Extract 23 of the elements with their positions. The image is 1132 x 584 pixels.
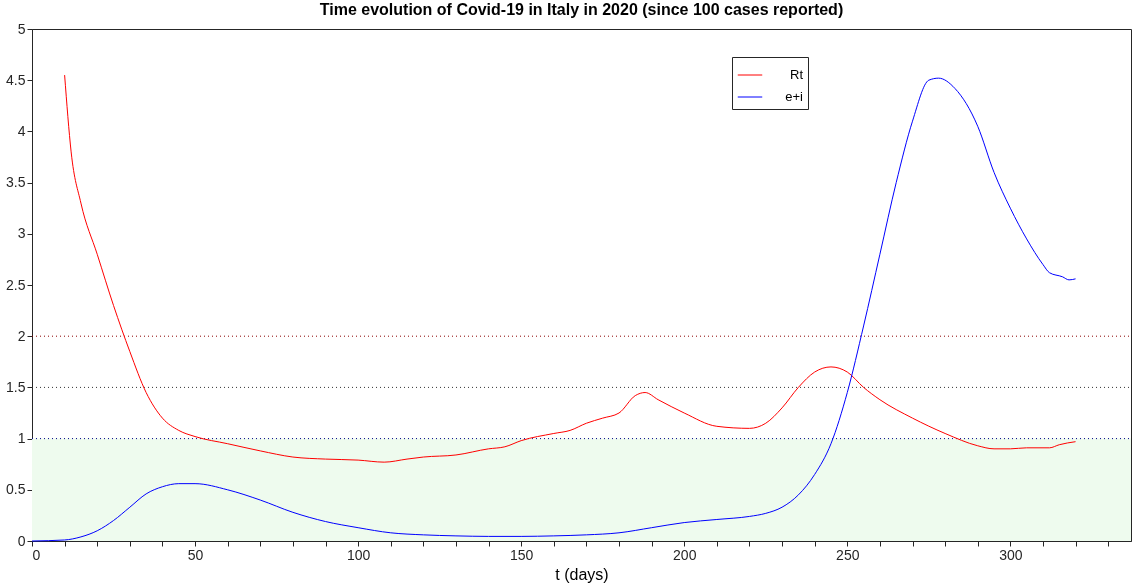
line-series bbox=[31, 77, 1077, 542]
chart-title: Time evolution of Covid-19 in Italy in 2020 (since 100 cases reported) bbox=[319, 1, 844, 18]
x-tick-label: 150 bbox=[509, 546, 534, 563]
y-tick-label: 2.5 bbox=[6, 276, 26, 293]
y-tick-label: 4 bbox=[17, 122, 26, 139]
y-tick-label: 2 bbox=[17, 327, 26, 344]
legend-label: e+i bbox=[785, 89, 804, 104]
x-tick-label: 200 bbox=[673, 546, 697, 563]
x-tick-label: 50 bbox=[187, 546, 204, 563]
x-tick-label: 0 bbox=[32, 546, 41, 563]
x-axis-title: t (days) bbox=[555, 565, 609, 583]
y-tick-label: 4.5 bbox=[6, 71, 26, 88]
y-tick-label: 1 bbox=[17, 430, 26, 447]
y-tick-label: 3.5 bbox=[6, 174, 26, 191]
x-tick-label: 300 bbox=[999, 546, 1023, 563]
y-tick-label: 5 bbox=[17, 20, 26, 37]
y-tick-label: 1.5 bbox=[6, 378, 26, 395]
legend-label: Rt bbox=[790, 67, 804, 82]
y-tick-label: 0.5 bbox=[6, 481, 26, 498]
y-tick-label: 0 bbox=[17, 532, 26, 549]
x-tick-label: 100 bbox=[346, 546, 371, 563]
y-tick-label: 3 bbox=[17, 225, 26, 242]
x-tick-label: 250 bbox=[836, 546, 860, 563]
